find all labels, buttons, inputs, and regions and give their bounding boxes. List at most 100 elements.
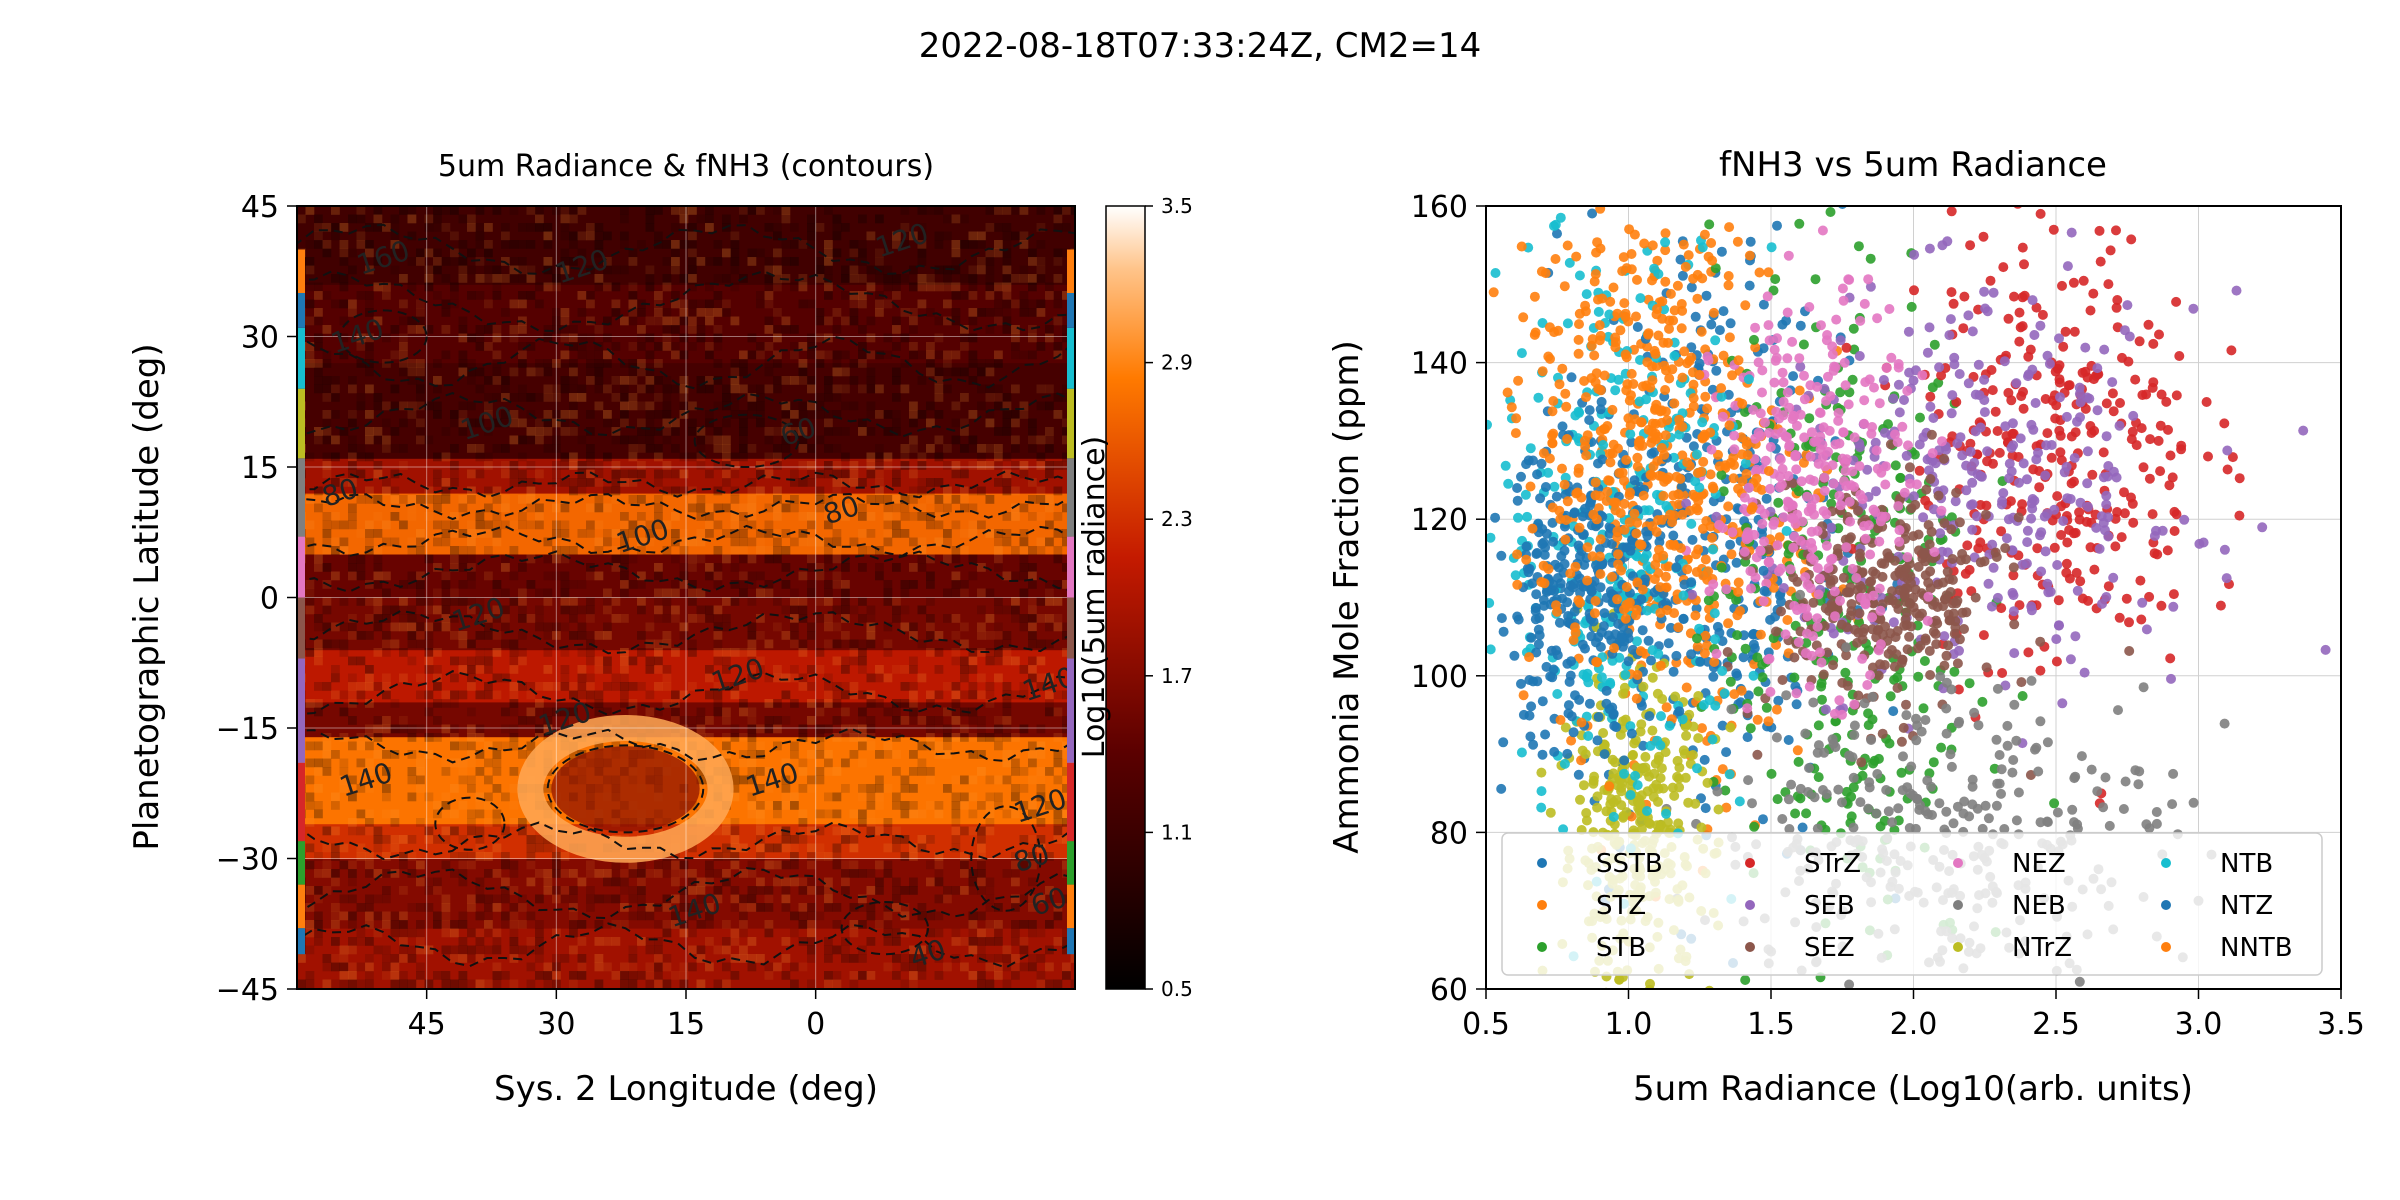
scatter-point: [2027, 295, 2038, 306]
scatter-point: [1927, 448, 1938, 459]
scatter-point: [1669, 510, 1680, 521]
scatter-point: [1849, 699, 1860, 710]
scatter-point: [1649, 345, 1660, 356]
scatter-point: [2101, 499, 2112, 510]
scatter-point: [1557, 463, 1567, 474]
scatter-point: [1749, 334, 1759, 345]
scatter-point: [2013, 206, 2023, 209]
scatter-point: [1723, 271, 1734, 281]
scatter-point: [2151, 818, 2162, 829]
scatter-point: [1581, 289, 1592, 300]
scatter-point: [1763, 267, 1774, 278]
scatter-point: [1672, 771, 1683, 782]
scatter-point: [1763, 320, 1774, 331]
scatter-point: [1593, 712, 1604, 722]
scatter-point: [1770, 274, 1781, 285]
scatter-point: [1975, 557, 1986, 568]
scatter-point: [2086, 428, 2097, 438]
colorbar: [1105, 205, 1146, 990]
scatter-point: [1675, 543, 1686, 554]
scatter-point: [1531, 647, 1542, 658]
scatter-point: [1516, 471, 1526, 482]
scatter-point: [1525, 481, 1536, 492]
scatter-point: [1573, 348, 1584, 359]
scatter-point: [1733, 586, 1744, 597]
scatter-point: [1625, 487, 1635, 498]
scatter-point: [1818, 669, 1829, 680]
scatter-point: [1562, 748, 1573, 759]
scatter-point: [1873, 670, 1884, 681]
scatter-point: [1679, 748, 1690, 759]
scatter-point: [2008, 440, 2019, 451]
scatter-point: [2082, 372, 2093, 383]
scatter-point: [1570, 561, 1581, 572]
scatter-point: [1752, 749, 1763, 760]
legend-item: NTZ: [2161, 891, 2273, 921]
scatter-point: [1766, 768, 1777, 779]
scatter-point: [1939, 631, 1950, 642]
scatter-point: [1883, 806, 1894, 817]
scatter-point: [1812, 526, 1823, 536]
scatter-point: [1955, 555, 1966, 566]
scatter-point: [2027, 503, 2038, 514]
scatter-point: [1702, 777, 1713, 788]
scatter-point: [1857, 770, 1868, 781]
scatter-point: [1652, 304, 1662, 314]
scatter-point: [1994, 750, 2005, 760]
scatter-point: [1686, 282, 1697, 293]
scatter-point: [2089, 564, 2100, 575]
scatter-point: [2018, 458, 2029, 469]
scatter-point: [2144, 591, 2155, 602]
scatter-point: [1818, 506, 1829, 517]
scatter-point: [1827, 460, 1838, 471]
scatter-point: [2049, 504, 2060, 515]
scatter-point: [1827, 553, 1838, 564]
scatter-point: [1733, 577, 1744, 588]
scatter-point: [1792, 420, 1802, 431]
scatter-point: [1560, 534, 1571, 545]
scatter-point: [1693, 733, 1704, 744]
scatter-point: [2110, 513, 2121, 524]
scatter-point: [1574, 319, 1584, 330]
scatter-point: [1783, 735, 1794, 745]
scatter-point: [2107, 388, 2118, 399]
scatter-point: [1801, 441, 1812, 451]
zone-strip-right: [1067, 536, 1075, 598]
scatter-point: [1941, 728, 1952, 739]
scatter-point: [1723, 280, 1734, 291]
scatter-point: [1625, 420, 1636, 431]
scatter-point: [2070, 771, 2081, 782]
scatter-point: [2017, 691, 2028, 701]
legend-marker: [1953, 942, 1963, 952]
contour-line: [297, 550, 1075, 593]
scatter-point: [1650, 559, 1661, 570]
scatter-point: [1568, 727, 1579, 738]
scatter-point: [2011, 815, 2022, 826]
scatter-point: [1536, 802, 1547, 813]
scatter-point: [1886, 645, 1897, 655]
scatter-point: [1621, 582, 1632, 592]
scatter-point: [1697, 723, 1707, 734]
scatter-point: [1712, 621, 1723, 632]
zone-strip-right: [1067, 884, 1075, 929]
scatter-point: [1655, 819, 1666, 830]
scatter-point: [1642, 341, 1652, 352]
scatter-point: [1938, 577, 1949, 588]
scatter-point: [1943, 640, 1954, 651]
scatter-point: [1651, 399, 1662, 410]
scatter-point: [1597, 454, 1608, 465]
scatter-point: [1729, 444, 1740, 455]
scatter-point: [1750, 342, 1761, 353]
scatter-point: [1562, 496, 1573, 507]
scatter-point: [1512, 483, 1523, 493]
scatter-point: [2009, 619, 2020, 630]
scatter-point: [1969, 457, 1980, 468]
scatter-point: [2009, 648, 2020, 659]
scatter-point: [1658, 490, 1669, 501]
scatter-point: [1608, 797, 1619, 808]
scatter-point: [1686, 649, 1697, 660]
bright-oval: [517, 715, 734, 863]
scatter-point: [2119, 487, 2129, 498]
zone-strip-left: [297, 597, 305, 659]
